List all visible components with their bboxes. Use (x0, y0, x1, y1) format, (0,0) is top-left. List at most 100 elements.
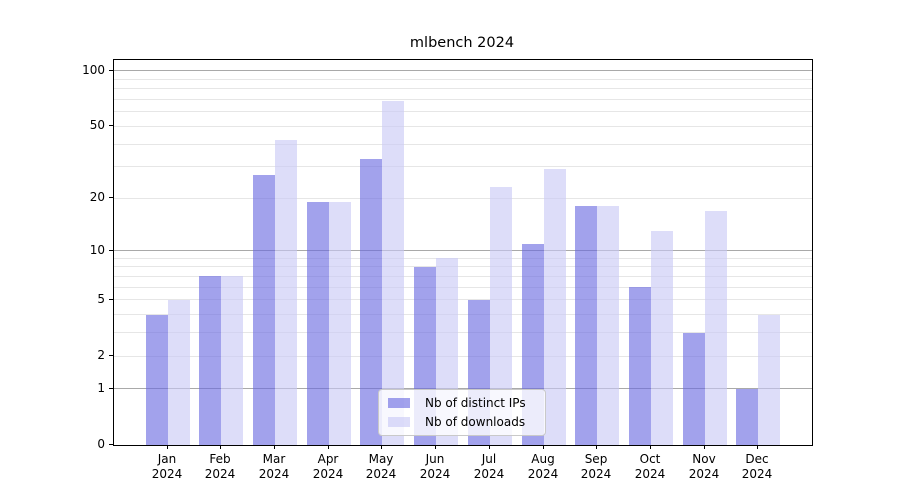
gridline-minor-30 (114, 166, 812, 168)
x-label-year-may: 2024 (365, 467, 397, 481)
plot-area (113, 59, 813, 446)
y-tick-5 (109, 299, 113, 300)
bar-ips-jan (146, 315, 168, 445)
legend-swatch-ips (388, 398, 410, 409)
y-tick-label-50: 50 (89, 118, 105, 132)
y-tick-50 (109, 125, 113, 126)
x-label-nov: Nov 2024 (672, 452, 736, 482)
gridline-minor-4 (114, 314, 812, 316)
x-label-year-jun: 2024 (419, 467, 451, 481)
y-tick-0 (109, 444, 113, 445)
gridline-minor-5 (114, 299, 812, 301)
x-tick-jun (435, 445, 436, 449)
legend: Nb of distinct IPs Nb of downloads (378, 389, 546, 436)
gridline-minor-40 (114, 143, 812, 145)
legend-item-downloads: Nb of downloads (388, 415, 536, 429)
y-tick-label-2: 2 (97, 348, 105, 362)
x-label-month-feb: Feb (209, 452, 231, 466)
x-tick-oct (650, 445, 651, 449)
x-label-month-jan: Jan (157, 452, 177, 466)
x-label-month-jun: Jun (425, 452, 445, 466)
gridline-minor-2 (114, 355, 812, 357)
gridline-minor-6 (114, 286, 812, 288)
bar-downloads-oct (651, 231, 673, 445)
x-label-aug: Aug 2024 (511, 452, 575, 482)
legend-item-ips: Nb of distinct IPs (388, 396, 536, 410)
x-tick-jan (167, 445, 168, 449)
bar-downloads-dec (758, 315, 780, 445)
x-label-month-jul: Jul (481, 452, 497, 466)
x-tick-may (381, 445, 382, 449)
x-label-month-sep: Sep (584, 452, 608, 466)
y-tick-1 (109, 388, 113, 389)
x-label-month-nov: Nov (692, 452, 716, 466)
x-label-month-oct: Oct (639, 452, 661, 466)
bar-ips-dec (736, 389, 758, 445)
gridline-minor-9 (114, 257, 812, 259)
y-tick-label-20: 20 (89, 190, 105, 204)
bar-downloads-may (382, 101, 404, 445)
x-label-month-apr: Apr (317, 452, 339, 466)
x-label-may: May 2024 (349, 452, 413, 482)
x-tick-apr (328, 445, 329, 449)
legend-swatch-downloads (388, 416, 410, 427)
x-label-year-aug: 2024 (527, 467, 559, 481)
x-label-year-feb: 2024 (204, 467, 236, 481)
x-label-dec: Dec 2024 (725, 452, 789, 482)
gridline-minor-80 (114, 88, 812, 90)
y-tick-label-100: 100 (82, 63, 105, 77)
y-tick-20 (109, 197, 113, 198)
bar-ips-mar (253, 175, 275, 445)
x-tick-jul (489, 445, 490, 449)
x-tick-dec (757, 445, 758, 449)
x-label-sep: Sep 2024 (564, 452, 628, 482)
x-label-year-jan: 2024 (151, 467, 183, 481)
x-label-month-dec: Dec (745, 452, 769, 466)
bar-ips-may (360, 159, 382, 445)
bar-downloads-mar (275, 140, 297, 445)
y-tick-label-5: 5 (97, 292, 105, 306)
y-tick-2 (109, 355, 113, 356)
gridline-major-1 (114, 388, 812, 390)
x-label-jan: Jan 2024 (135, 452, 199, 482)
y-tick-10 (109, 250, 113, 251)
bar-downloads-aug (544, 169, 566, 445)
x-label-oct: Oct 2024 (618, 452, 682, 482)
bar-ips-oct (629, 287, 651, 445)
bar-ips-nov (683, 333, 705, 445)
legend-label-ips: Nb of distinct IPs (425, 396, 526, 411)
x-label-month-may: May (368, 452, 394, 466)
chart-title: mlbench 2024 (409, 35, 515, 51)
x-label-year-apr: 2024 (312, 467, 344, 481)
gridline-minor-8 (114, 266, 812, 268)
bar-ips-apr (307, 202, 329, 445)
x-label-year-oct: 2024 (634, 467, 666, 481)
legend-label-downloads: Nb of downloads (425, 414, 526, 429)
x-tick-nov (704, 445, 705, 449)
bar-downloads-nov (705, 211, 727, 445)
x-label-mar: Mar 2024 (242, 452, 306, 482)
bar-downloads-jan (168, 300, 190, 445)
gridline-major-10 (114, 250, 812, 252)
x-tick-feb (220, 445, 221, 449)
bar-downloads-sep (597, 206, 619, 445)
x-tick-sep (596, 445, 597, 449)
gridline-minor-20 (114, 197, 812, 199)
bar-downloads-apr (329, 202, 351, 445)
gridline-minor-70 (114, 99, 812, 100)
x-label-month-mar: Mar (262, 452, 286, 466)
bar-ips-sep (575, 206, 597, 445)
bar-downloads-jul (490, 187, 512, 445)
y-tick-label-1: 1 (97, 381, 105, 395)
y-tick-100 (109, 70, 113, 71)
x-label-month-aug: Aug (531, 452, 555, 466)
x-label-year-jul: 2024 (473, 467, 505, 481)
x-tick-aug (543, 445, 544, 449)
y-tick-label-10: 10 (89, 243, 105, 257)
bar-downloads-feb (221, 276, 243, 445)
gridline-major-100 (114, 70, 812, 72)
x-tick-mar (274, 445, 275, 449)
x-label-year-mar: 2024 (258, 467, 290, 481)
x-label-year-nov: 2024 (688, 467, 720, 481)
